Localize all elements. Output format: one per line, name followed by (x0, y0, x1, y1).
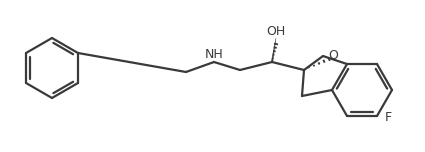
Text: NH: NH (204, 48, 224, 61)
Text: OH: OH (266, 25, 286, 38)
Text: O: O (328, 48, 338, 62)
Polygon shape (271, 38, 276, 62)
Text: F: F (385, 111, 392, 124)
